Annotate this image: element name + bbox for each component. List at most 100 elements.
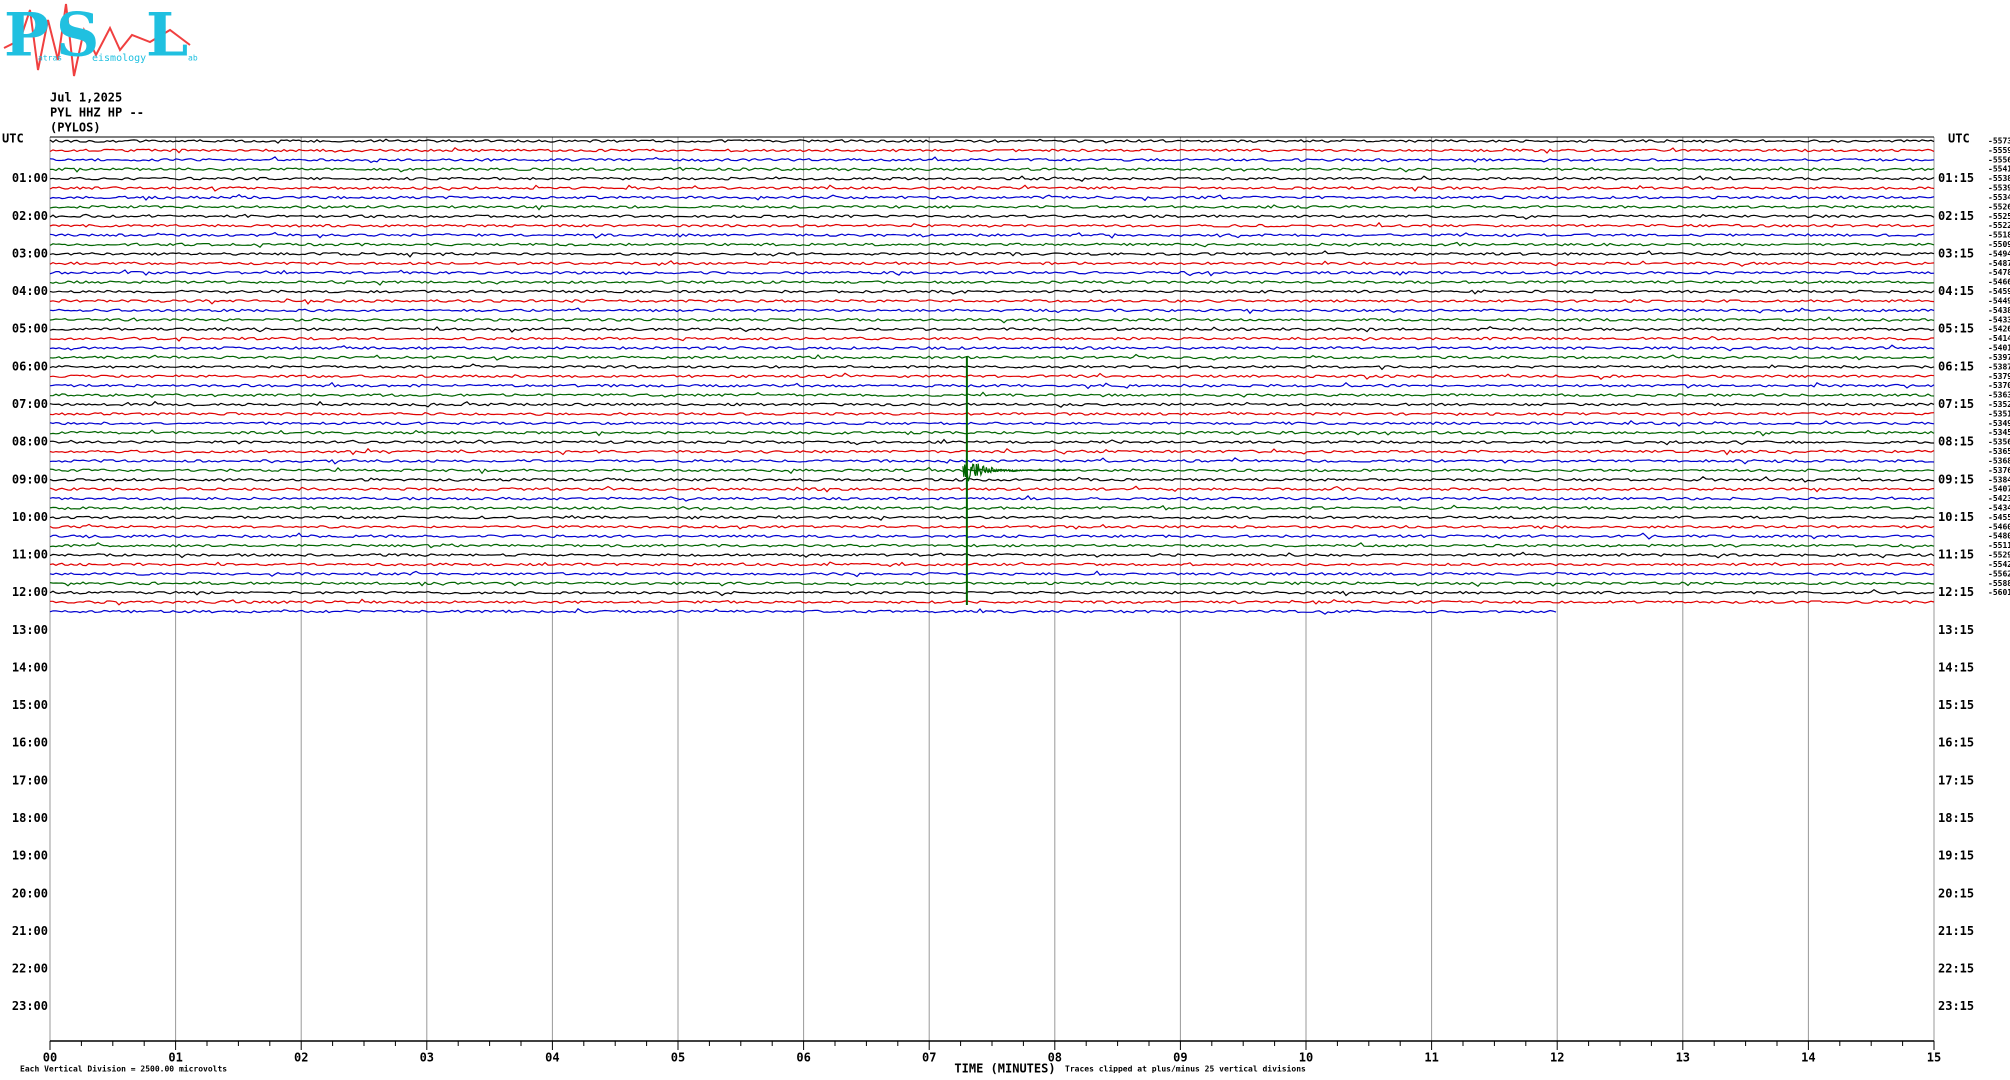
trace (49, 419, 1935, 427)
hour-label: 12:00 (12, 585, 48, 599)
trace-offset: -5352 (1988, 400, 2010, 409)
hour-label: 12:15 (1938, 585, 1974, 599)
trace-offset: -5522 (1988, 221, 2010, 230)
hour-label: 13:00 (12, 623, 48, 637)
hour-label: 11:00 (12, 548, 48, 562)
trace (49, 307, 1935, 315)
trace (49, 588, 1935, 597)
trace (49, 551, 1935, 559)
trace (49, 608, 1557, 615)
trace-offset: -5401 (1988, 344, 2010, 353)
trace-offset: -5588 (1988, 579, 2010, 588)
trace-offset: -5480 (1988, 532, 2010, 541)
trace-offset: -5511 (1988, 541, 2010, 550)
trace-offset: -5397 (1988, 353, 2010, 362)
x-tick-label: 15 (1927, 1051, 1941, 1065)
x-tick-label: 05 (671, 1051, 685, 1065)
x-tick-label: 13 (1676, 1051, 1690, 1065)
trace-offset: -5541 (1988, 165, 2010, 174)
x-tick-label: 02 (294, 1051, 308, 1065)
trace (49, 532, 1935, 540)
trace-offset: -5363 (1988, 391, 2010, 400)
trace-offset: -5423 (1988, 494, 2010, 503)
trace-offset: -5539 (1988, 184, 2010, 193)
trace (49, 344, 1935, 352)
trace-offset: -5559 (1988, 146, 2010, 155)
hour-label: 23:00 (12, 999, 48, 1013)
trace-offset: -5459 (1988, 287, 2010, 296)
hour-label: 22:15 (1938, 962, 1974, 976)
trace (49, 561, 1935, 568)
trace-offset: -5538 (1988, 174, 2010, 183)
trace-offset: -5370 (1988, 381, 2010, 390)
trace-offset: -5494 (1988, 249, 2010, 258)
trace-offset: -5573 (1988, 137, 2010, 146)
hour-label: 14:15 (1938, 660, 1974, 674)
trace-offset: -5349 (1988, 419, 2010, 428)
trace-offset: -5407 (1988, 485, 2010, 494)
x-tick-label: 01 (168, 1051, 182, 1065)
hour-label: 05:15 (1938, 322, 1974, 336)
trace (49, 250, 1935, 258)
hour-label: 13:15 (1938, 623, 1974, 637)
trace (49, 570, 1935, 578)
trace (49, 485, 1935, 493)
trace (49, 523, 1935, 530)
trace-offset: -5487 (1988, 259, 2010, 268)
trace-offset: -5478 (1988, 268, 2010, 277)
trace-offset: -5387 (1988, 362, 2010, 371)
hour-label: 15:15 (1938, 698, 1974, 712)
hour-label: 02:15 (1938, 209, 1974, 223)
hour-label: 20:15 (1938, 886, 1974, 900)
hour-label: 07:15 (1938, 397, 1974, 411)
trace (49, 400, 1935, 408)
trace (50, 598, 1935, 606)
logo-word: atras (38, 54, 62, 63)
hour-label: 06:15 (1938, 359, 1974, 373)
hour-label: 06:00 (12, 359, 48, 373)
hour-label: 19:00 (12, 849, 48, 863)
trace-offset: -5534 (1988, 193, 2010, 202)
hour-label: 03:00 (12, 246, 48, 260)
trace-offset: -5526 (1988, 202, 2010, 211)
hour-label: 14:00 (12, 660, 48, 674)
trace (49, 429, 1935, 437)
trace (49, 221, 1935, 228)
logo-letter: P (4, 1, 49, 71)
hour-label: 05:00 (12, 322, 48, 336)
hour-label: 23:15 (1938, 999, 1974, 1013)
trace-offset: -5562 (1988, 569, 2010, 578)
hour-label: 07:00 (12, 397, 48, 411)
x-label: TIME (MINUTES) (954, 1062, 1055, 1076)
x-tick-label: 00 (43, 1051, 57, 1065)
x-tick-label: 07 (922, 1051, 936, 1065)
trace-offset: -5351 (1988, 409, 2010, 418)
trace (49, 466, 1935, 475)
trace (50, 391, 1935, 398)
logo-letter: S (56, 1, 99, 71)
trace (49, 175, 1935, 182)
x-tick-label: 10 (1299, 1051, 1313, 1065)
hour-label: 21:00 (12, 924, 48, 938)
trace-offset: -5455 (1988, 513, 2010, 522)
hour-label: 11:15 (1938, 548, 1974, 562)
trace (49, 193, 1935, 202)
trace-offset: -5466 (1988, 278, 2010, 287)
logo-word: ab (188, 54, 198, 63)
trace (49, 138, 1935, 144)
x-tick-label: 12 (1550, 1051, 1564, 1065)
trace (49, 298, 1935, 305)
right-utc: UTC (1948, 132, 1970, 146)
trace (49, 184, 1935, 192)
trace-offset: -5460 (1988, 522, 2010, 531)
hour-label: 20:00 (12, 886, 48, 900)
hour-label: 16:15 (1938, 736, 1974, 750)
hour-label: 21:15 (1938, 924, 1974, 938)
trace-offset: -5542 (1988, 560, 2010, 569)
trace-offset: -5509 (1988, 240, 2010, 249)
trace-offset: -5434 (1988, 503, 2010, 512)
trace (49, 213, 1935, 220)
logo-letter: L (146, 1, 188, 71)
hour-label: 10:00 (12, 510, 48, 524)
hour-label: 10:15 (1938, 510, 1974, 524)
